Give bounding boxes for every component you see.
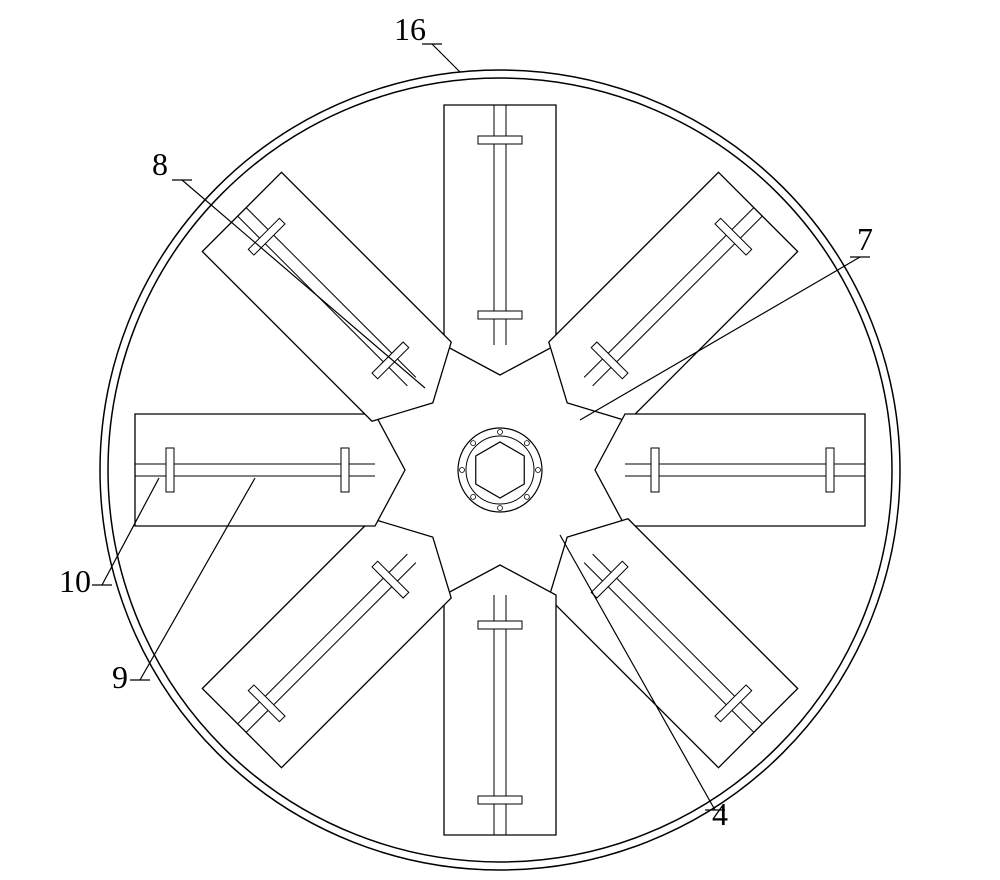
blade-outline: [528, 498, 798, 768]
callout-label: 8: [152, 146, 168, 182]
blade-outline: [444, 105, 556, 375]
blade-outline: [595, 414, 865, 526]
blade-outline: [444, 565, 556, 835]
hub-circle-outer: [458, 428, 542, 512]
blade-crossbar: [651, 448, 659, 492]
hub-group: [458, 428, 542, 512]
blade: [528, 172, 798, 442]
blade: [444, 565, 556, 835]
blade-crossbar: [826, 448, 834, 492]
callout-leader: [432, 44, 460, 72]
callout-label: 10: [59, 563, 91, 599]
callout: 16: [394, 11, 460, 72]
blade: [202, 172, 472, 442]
blade-outline: [528, 172, 798, 442]
blade: [135, 414, 405, 526]
callout-label: 7: [857, 221, 873, 257]
blade: [444, 105, 556, 375]
blade-outline: [202, 172, 472, 442]
callout-label: 9: [112, 659, 128, 695]
blade-crossbar: [478, 796, 522, 804]
callout-label: 16: [394, 11, 426, 47]
blade-crossbar: [341, 448, 349, 492]
callout-leader: [102, 478, 159, 585]
callout-label: 4: [712, 796, 728, 832]
blade-crossbar: [478, 621, 522, 629]
blade-outline: [135, 414, 405, 526]
blade-crossbar: [478, 136, 522, 144]
blade: [202, 498, 472, 768]
blade-crossbar: [478, 311, 522, 319]
blade: [528, 498, 798, 768]
blade-outline: [202, 498, 472, 768]
mechanical-diagram: 16 8 7 10 9 4: [0, 0, 1000, 880]
blade: [595, 414, 865, 526]
blade-crossbar: [166, 448, 174, 492]
